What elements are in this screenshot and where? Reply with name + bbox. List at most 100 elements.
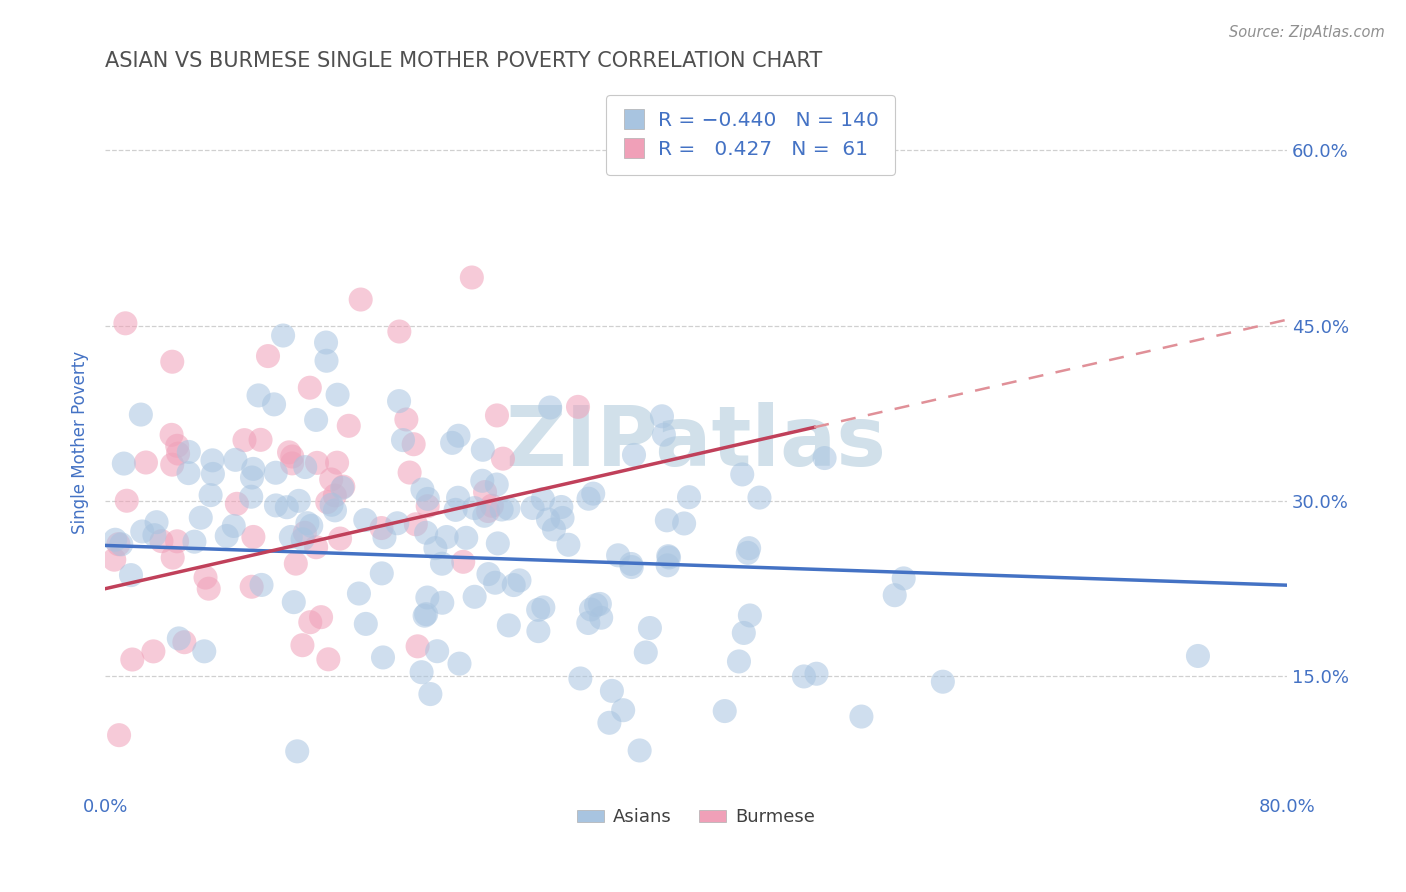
Point [628,743,651,757]
Point [299,615,322,630]
Point [115,493,138,508]
Point [585,598,607,612]
Point [177,445,200,459]
Point [370,521,392,535]
Point [160,458,183,472]
Point [415,607,437,622]
Point [298,381,321,395]
Point [299,518,322,533]
Point [323,503,346,517]
Point [305,413,328,427]
Point [447,491,470,505]
Point [658,550,681,565]
Point [477,504,499,518]
Point [307,456,329,470]
Point [444,503,467,517]
Point [240,470,263,484]
Point [793,669,815,683]
Point [173,635,195,649]
Text: ZIPatlas: ZIPatlas [506,402,887,483]
Point [402,437,425,451]
Point [247,388,270,402]
Point [197,582,219,596]
Point [419,687,441,701]
Text: Source: ZipAtlas.com: Source: ZipAtlas.com [1229,25,1385,40]
Point [321,473,343,487]
Point [143,528,166,542]
Point [557,538,579,552]
Point [166,534,188,549]
Point [579,602,602,616]
Point [167,632,190,646]
Point [461,270,484,285]
Point [537,512,560,526]
Point [271,328,294,343]
Point [1187,648,1209,663]
Point [112,457,135,471]
Point [733,626,755,640]
Point [107,537,129,551]
Point [278,445,301,459]
Point [371,650,394,665]
Point [233,433,256,447]
Point [332,480,354,494]
Point [120,568,142,582]
Point [456,531,478,545]
Point [748,491,770,505]
Point [281,450,304,464]
Point [318,652,340,666]
Point [651,409,673,424]
Point [177,466,200,480]
Y-axis label: Single Mother Poverty: Single Mother Poverty [72,351,89,534]
Point [326,456,349,470]
Point [486,536,509,550]
Point [430,557,453,571]
Point [315,353,337,368]
Point [673,516,696,531]
Point [531,492,554,507]
Point [166,439,188,453]
Point [425,541,447,555]
Text: ASIAN VS BURMESE SINGLE MOTHER POVERTY CORRELATION CHART: ASIAN VS BURMESE SINGLE MOTHER POVERTY C… [105,51,823,70]
Point [932,674,955,689]
Point [464,590,486,604]
Point [551,511,574,525]
Point [893,571,915,585]
Point [598,715,620,730]
Point [657,558,679,573]
Point [620,557,643,571]
Point [162,355,184,369]
Point [543,522,565,536]
Point [242,530,264,544]
Point [498,501,520,516]
Point [484,575,506,590]
Point [578,491,600,506]
Point [249,433,271,447]
Point [131,524,153,539]
Point [655,513,678,527]
Point [323,488,346,502]
Point [569,672,592,686]
Point [200,488,222,502]
Point [441,435,464,450]
Point [183,534,205,549]
Point [395,412,418,426]
Point [215,529,238,543]
Point [225,497,247,511]
Point [354,513,377,527]
Point [481,499,503,513]
Point [129,408,152,422]
Point [436,530,458,544]
Point [416,491,439,506]
Point [472,508,495,523]
Point [264,499,287,513]
Point [405,517,427,532]
Point [257,349,280,363]
Point [576,615,599,630]
Point [242,462,264,476]
Legend: Asians, Burmese: Asians, Burmese [569,801,823,833]
Point [240,580,263,594]
Point [492,451,515,466]
Point [329,532,352,546]
Point [813,450,835,465]
